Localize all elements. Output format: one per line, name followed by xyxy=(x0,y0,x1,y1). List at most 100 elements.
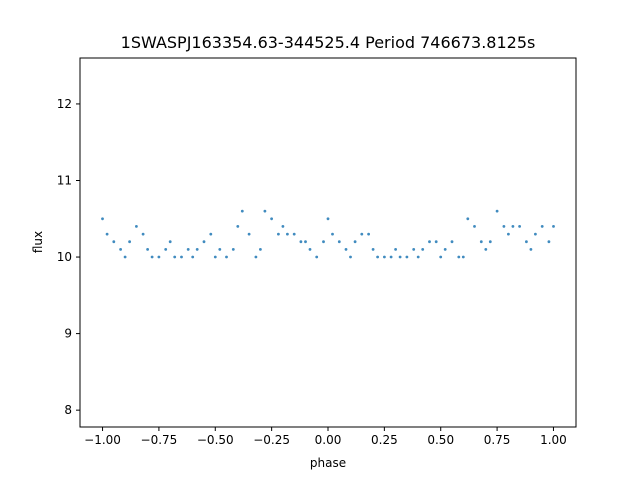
data-point xyxy=(225,255,228,259)
data-point xyxy=(119,248,122,251)
data-point xyxy=(525,240,528,244)
x-tick-label: −0.75 xyxy=(141,433,178,447)
data-point xyxy=(141,232,145,236)
x-tick-label: −0.25 xyxy=(253,433,290,447)
data-point xyxy=(518,225,521,228)
data-point xyxy=(552,225,555,228)
x-axis: −1.00 −0.75 −0.50 −0.25 0.00 0.25 0.50 0.75 1.00 xyxy=(84,427,567,447)
data-point xyxy=(434,240,438,244)
data-point xyxy=(484,248,488,251)
x-tick-label: 0.50 xyxy=(427,433,454,447)
y-tick-label: 10 xyxy=(57,250,72,264)
data-point xyxy=(367,232,370,236)
data-point xyxy=(180,255,183,259)
data-point xyxy=(231,248,235,251)
data-point xyxy=(479,240,483,244)
data-point xyxy=(186,248,190,251)
data-point xyxy=(259,248,262,251)
data-point xyxy=(405,255,409,259)
data-point xyxy=(101,217,104,221)
y-tick-label: 8 xyxy=(64,403,72,417)
data-point xyxy=(534,232,537,236)
y-tick-label: 11 xyxy=(57,173,72,187)
data-point xyxy=(236,225,240,228)
data-point xyxy=(270,217,273,221)
data-point xyxy=(412,248,416,251)
data-point xyxy=(457,255,461,259)
data-point xyxy=(218,248,222,251)
data-point xyxy=(240,209,244,213)
data-point xyxy=(195,248,199,251)
data-point xyxy=(247,232,251,236)
data-point xyxy=(123,255,127,259)
y-axis-label: flux xyxy=(31,231,45,253)
data-point xyxy=(389,255,393,259)
data-point xyxy=(473,225,476,228)
data-point xyxy=(135,225,138,228)
data-point xyxy=(529,248,533,251)
x-tick-label: 0.25 xyxy=(371,433,398,447)
x-axis-label: phase xyxy=(310,456,346,470)
data-point xyxy=(128,240,132,244)
data-point xyxy=(398,255,402,259)
data-point xyxy=(337,240,341,244)
data-point xyxy=(547,240,551,244)
data-point xyxy=(286,232,289,236)
x-tick-label: −1.00 xyxy=(84,433,121,447)
data-point xyxy=(304,240,307,244)
data-point xyxy=(495,209,499,213)
x-tick-label: −0.50 xyxy=(197,433,234,447)
data-point xyxy=(263,209,267,213)
data-point xyxy=(254,255,258,259)
data-point xyxy=(299,240,303,244)
data-point xyxy=(439,255,443,259)
data-point xyxy=(502,225,506,228)
data-point xyxy=(213,255,217,259)
data-point xyxy=(421,248,425,251)
y-tick-label: 9 xyxy=(64,327,72,341)
x-tick-label: 1.00 xyxy=(540,433,567,447)
data-point xyxy=(150,255,154,259)
data-point xyxy=(540,225,544,228)
data-point xyxy=(209,232,213,236)
chart-title: 1SWASPJ163354.63-344525.4 Period 746673.… xyxy=(121,33,536,52)
data-point xyxy=(428,240,431,244)
data-point xyxy=(146,248,150,251)
data-point xyxy=(277,232,280,236)
data-point xyxy=(315,255,319,259)
data-point xyxy=(416,255,420,259)
data-points xyxy=(101,209,555,259)
data-point xyxy=(360,232,364,236)
data-point xyxy=(349,255,352,259)
data-point xyxy=(353,240,357,244)
data-point xyxy=(507,232,510,236)
data-point xyxy=(344,248,348,251)
data-point xyxy=(322,240,325,244)
data-point xyxy=(191,255,195,259)
data-point xyxy=(383,255,386,259)
data-point xyxy=(466,217,470,221)
y-tick-label: 12 xyxy=(57,97,72,111)
data-point xyxy=(281,225,285,228)
data-point xyxy=(164,248,168,251)
data-point xyxy=(488,240,492,244)
data-point xyxy=(157,255,161,259)
x-tick-label: 0.75 xyxy=(484,433,511,447)
data-point xyxy=(105,232,109,236)
data-point xyxy=(202,240,206,244)
data-point xyxy=(292,232,296,236)
data-point xyxy=(511,225,515,228)
data-point xyxy=(308,248,312,251)
data-point xyxy=(376,255,379,259)
data-point xyxy=(450,240,454,244)
data-point xyxy=(173,255,177,259)
data-point xyxy=(168,240,172,244)
data-point xyxy=(112,240,116,244)
data-point xyxy=(443,248,447,251)
data-point xyxy=(394,248,397,251)
y-axis: 8 9 10 11 12 xyxy=(57,97,80,417)
data-point xyxy=(331,232,334,236)
data-point xyxy=(326,217,330,221)
